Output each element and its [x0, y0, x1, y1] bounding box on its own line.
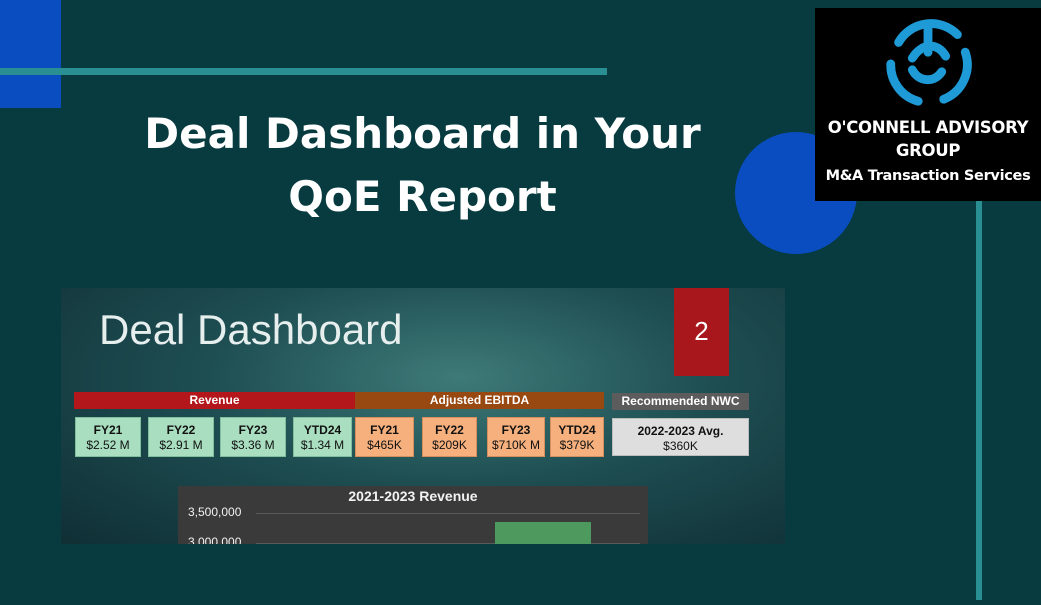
logo-name-line-2: GROUP: [895, 141, 961, 161]
revenue-tile-ytd24: YTD24 $1.34 M: [293, 417, 352, 457]
tile-value: $360K: [663, 439, 698, 453]
decorative-blue-block: [0, 0, 61, 108]
tile-value: $379K: [559, 438, 595, 452]
ebitda-tile-ytd24: YTD24 $379K: [550, 417, 604, 457]
ebitda-tile-fy22: FY22 $209K: [422, 417, 477, 457]
tile-value: $465K: [367, 438, 402, 452]
revenue-tile-fy21: FY21 $2.52 M: [75, 417, 141, 457]
gridline: [256, 543, 640, 544]
y-tick-label: 3,500,000: [188, 505, 242, 519]
page-number: 2: [674, 288, 729, 376]
company-logo: O'CONNELL ADVISORY GROUP M&A Transaction…: [815, 8, 1041, 201]
dashboard-title: Deal Dashboard: [99, 306, 403, 353]
revenue-tile-fy22: FY22 $2.91 M: [148, 417, 214, 457]
tile-label: FY21: [370, 423, 399, 437]
logo-tagline: M&A Transaction Services: [825, 168, 1031, 184]
y-tick-label: 3,000,000: [188, 535, 242, 544]
tile-value: $209K: [432, 438, 467, 452]
decorative-teal-vertical-line: [976, 200, 982, 600]
chart-bar-fy23: [495, 522, 591, 544]
tile-label: YTD24: [558, 423, 596, 437]
ebitda-tile-fy23: FY23 $710K M: [487, 417, 545, 457]
slide-title-line-1: Deal Dashboard in Your: [144, 109, 701, 158]
decorative-teal-line: [0, 68, 607, 75]
revenue-header: Revenue: [74, 392, 355, 409]
ebitda-header: Adjusted EBITDA: [355, 392, 604, 409]
tile-label: 2022-2023 Avg.: [637, 424, 724, 438]
revenue-tile-fy23: FY23 $3.36 M: [220, 417, 286, 457]
tile-label: FY21: [93, 423, 123, 437]
revenue-chart: 2021-2023 Revenue 3,500,000 3,000,000: [178, 486, 648, 544]
tile-label: FY23: [501, 423, 531, 437]
tile-value: $2.91 M: [159, 438, 203, 452]
tile-label: YTD24: [303, 423, 342, 437]
nwc-header: Recommended NWC: [612, 393, 749, 410]
tile-value: $3.36 M: [231, 438, 275, 452]
chart-title: 2021-2023 Revenue: [348, 488, 478, 504]
nwc-tile: 2022-2023 Avg. $360K: [612, 418, 749, 456]
tile-value: $2.52 M: [86, 438, 130, 452]
tile-value: $1.34 M: [300, 438, 345, 452]
logo-name-line-1: O'CONNELL ADVISORY: [827, 118, 1029, 137]
logo-company-name: O'CONNELL ADVISORY GROUP: [815, 116, 1041, 162]
gridline: [256, 513, 640, 514]
tile-label: FY23: [238, 423, 268, 437]
ebitda-tile-fy21: FY21 $465K: [355, 417, 414, 457]
tile-label: FY22: [435, 423, 464, 437]
tile-label: FY22: [166, 423, 196, 437]
dashboard-screenshot: Deal Dashboard 2 Revenue Adjusted EBITDA…: [61, 288, 785, 544]
swirl-logo-icon: [886, 19, 972, 106]
slide-title-line-2: QoE Report: [288, 172, 557, 221]
slide-title: Deal Dashboard in Your QoE Report: [120, 102, 725, 228]
tile-value: $710K M: [491, 438, 541, 452]
